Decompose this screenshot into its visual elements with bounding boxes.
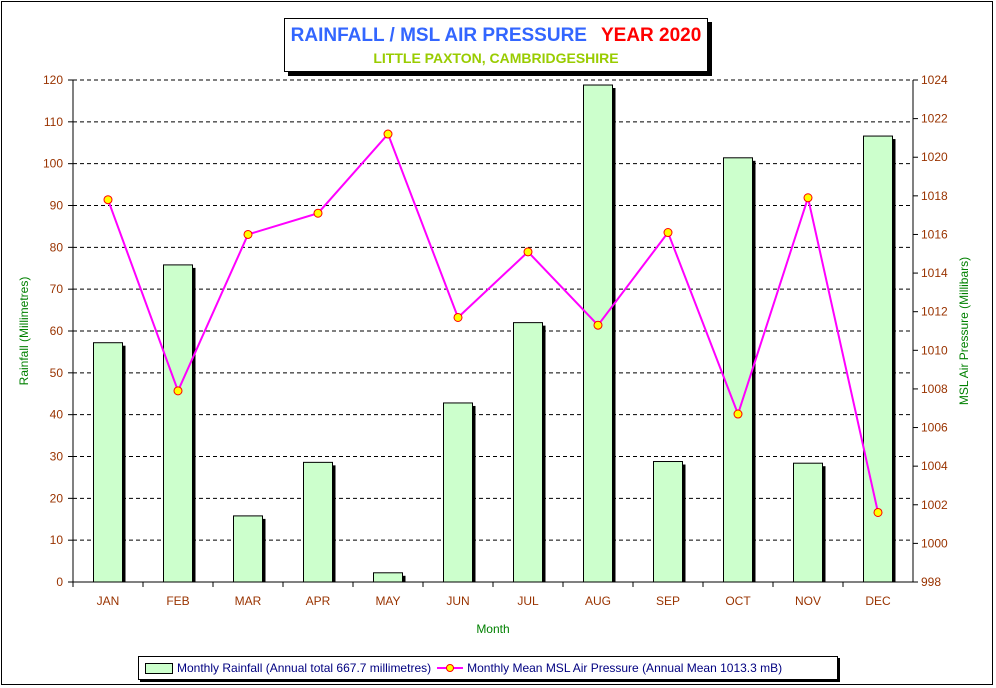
bar-rainfall xyxy=(93,342,123,583)
x-tick-label: APR xyxy=(306,594,331,608)
chart-title-year: YEAR 2020 xyxy=(600,25,702,46)
point-pressure xyxy=(663,228,673,238)
point-pressure xyxy=(733,409,743,419)
point-pressure xyxy=(873,507,883,517)
y-tick-label: 100 xyxy=(43,157,63,171)
y-tick-label: 20 xyxy=(50,491,64,505)
y2-tick-label: 1018 xyxy=(921,189,948,203)
y-tick-label: 90 xyxy=(50,199,64,213)
x-tick-label: AUG xyxy=(585,594,611,608)
x-tick-label: FEB xyxy=(166,594,189,608)
y-tick-label: 110 xyxy=(44,115,63,129)
y2-tick-label: 1008 xyxy=(921,382,948,396)
point-pressure xyxy=(523,247,533,257)
title-box: RAINFALL / MSL AIR PRESSURE YEAR 2020 LIT… xyxy=(284,18,708,72)
y-tick-label: 10 xyxy=(50,533,64,547)
y2-tick-label: 1016 xyxy=(921,227,948,241)
y2-tick-label: 1004 xyxy=(921,459,948,473)
y2-tick-label: 1006 xyxy=(921,421,948,435)
x-tick-label: DEC xyxy=(865,594,891,608)
x-tick-label: JUL xyxy=(517,594,539,608)
y-tick-label: 80 xyxy=(50,240,64,254)
line-pressure xyxy=(107,132,879,513)
x-tick-label: JUN xyxy=(446,594,469,608)
y2-tick-label: 1024 xyxy=(921,73,948,87)
y-tick-label: 40 xyxy=(50,408,64,422)
y2-axis-title: MSL Air Pressure (Millibars) xyxy=(957,257,971,405)
y2-tick-label: 1022 xyxy=(921,112,948,126)
point-pressure xyxy=(383,129,393,139)
chart-subtitle: LITTLE PAXTON, CAMBRIDGESHIRE xyxy=(373,50,619,66)
point-pressure xyxy=(173,386,183,396)
legend-item-rainfall: Monthly Rainfall (Annual total 667.7 mil… xyxy=(145,661,431,675)
bar-rainfall xyxy=(723,157,753,583)
y2-tick-label: 1020 xyxy=(921,150,948,164)
chart-title-line: RAINFALL / MSL AIR PRESSURE YEAR 2020 xyxy=(285,25,707,47)
y-tick-label: 120 xyxy=(43,73,63,87)
chart-title: RAINFALL / MSL AIR PRESSURE xyxy=(290,25,587,46)
point-pressure xyxy=(453,312,463,322)
x-tick-label: OCT xyxy=(725,594,751,608)
legend-swatch-rainfall xyxy=(145,662,173,674)
legend-label-pressure: Monthly Mean MSL Air Pressure (Annual Me… xyxy=(467,661,783,675)
y-tick-label: 30 xyxy=(50,450,64,464)
bar-rainfall xyxy=(863,135,893,583)
bar-rainfall xyxy=(163,264,193,583)
legend-swatch-pressure xyxy=(437,663,464,673)
legend-item-pressure: Monthly Mean MSL Air Pressure (Annual Me… xyxy=(437,661,782,675)
bar-rainfall xyxy=(443,402,473,583)
x-axis-title: Month xyxy=(476,622,509,636)
x-tick-label: MAY xyxy=(375,594,400,608)
y-tick-label: 70 xyxy=(50,282,64,296)
bar-rainfall xyxy=(373,572,403,583)
y-tick-label: 50 xyxy=(50,366,64,380)
bar-rainfall xyxy=(653,461,683,583)
point-pressure xyxy=(593,320,603,330)
x-tick-label: MAR xyxy=(235,594,262,608)
bar-rainfall xyxy=(513,322,543,583)
bar-rainfall xyxy=(583,84,613,583)
bar-rainfall xyxy=(233,515,263,583)
y2-tick-label: 998 xyxy=(921,575,941,589)
point-pressure xyxy=(243,229,253,239)
y2-tick-label: 1000 xyxy=(921,536,948,550)
y-tick-label: 0 xyxy=(56,575,63,589)
y2-tick-label: 1012 xyxy=(921,305,948,319)
y2-tick-label: 1010 xyxy=(921,343,948,357)
point-pressure xyxy=(103,195,113,205)
y2-tick-label: 1002 xyxy=(921,498,948,512)
y-tick-label: 60 xyxy=(50,324,64,338)
x-tick-label: JAN xyxy=(97,594,120,608)
x-tick-label: SEP xyxy=(656,594,680,608)
point-pressure xyxy=(803,193,813,203)
bar-rainfall xyxy=(793,462,823,583)
legend: Monthly Rainfall (Annual total 667.7 mil… xyxy=(138,656,838,680)
y2-tick-label: 1014 xyxy=(921,266,948,280)
x-tick-label: NOV xyxy=(795,594,821,608)
y-axis-title: Rainfall (Millimetres) xyxy=(17,277,31,386)
bar-rainfall xyxy=(303,461,333,583)
legend-label-rainfall: Monthly Rainfall (Annual total 667.7 mil… xyxy=(177,661,432,675)
point-pressure xyxy=(313,208,323,218)
